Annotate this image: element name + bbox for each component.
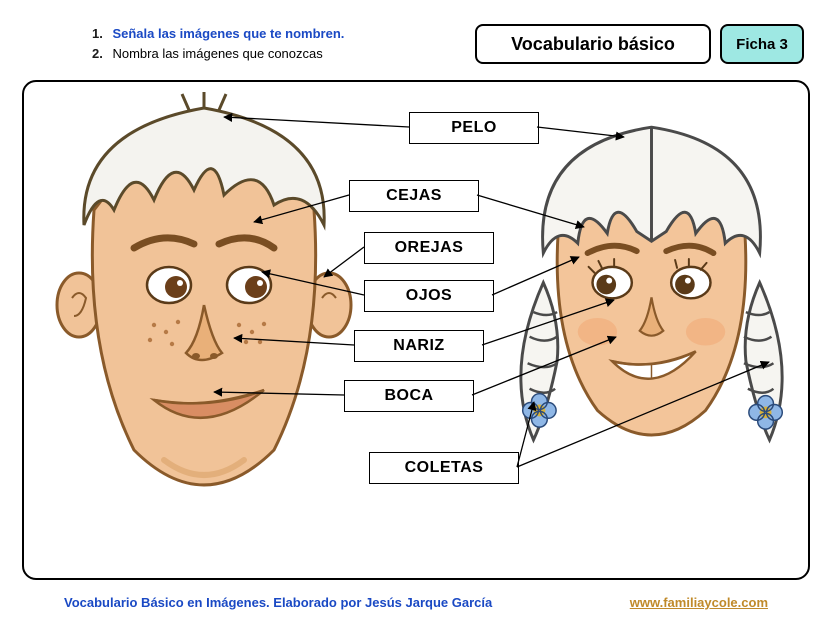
girl-face (504, 112, 799, 527)
label-ojos-text: OJOS (406, 287, 452, 305)
title-box: Vocabulario básico (475, 24, 711, 64)
instructions: 1. Señala las imágenes que te nombren. 2… (92, 24, 344, 63)
label-boca-text: BOCA (384, 387, 433, 405)
label-orejas: OREJAS (364, 232, 494, 264)
label-cejas-text: CEJAS (386, 187, 442, 205)
label-ojos: OJOS (364, 280, 494, 312)
diagram-frame: PELO CEJAS OREJAS OJOS NARIZ BOCA COLETA… (22, 80, 810, 580)
label-boca: BOCA (344, 380, 474, 412)
label-nariz: NARIZ (354, 330, 484, 362)
boy-face (54, 90, 354, 525)
ficha-box: Ficha 3 (720, 24, 804, 64)
ficha-text: Ficha 3 (736, 36, 788, 53)
label-coletas: COLETAS (369, 452, 519, 484)
label-cejas: CEJAS (349, 180, 479, 212)
label-pelo: PELO (409, 112, 539, 144)
instruction-2-num: 2. (92, 46, 103, 61)
instruction-2-text: Nombra las imágenes que conozcas (112, 46, 322, 61)
label-nariz-text: NARIZ (393, 337, 444, 355)
label-coletas-text: COLETAS (405, 459, 484, 477)
instruction-1-text: Señala las imágenes que te nombren. (112, 26, 344, 41)
label-orejas-text: OREJAS (395, 239, 464, 257)
instruction-1-num: 1. (92, 26, 103, 41)
title-text: Vocabulario básico (511, 34, 675, 55)
label-pelo-text: PELO (451, 119, 497, 137)
footer-credit: Vocabulario Básico en Imágenes. Elaborad… (64, 595, 492, 610)
footer-link[interactable]: www.familiaycole.com (630, 595, 768, 610)
